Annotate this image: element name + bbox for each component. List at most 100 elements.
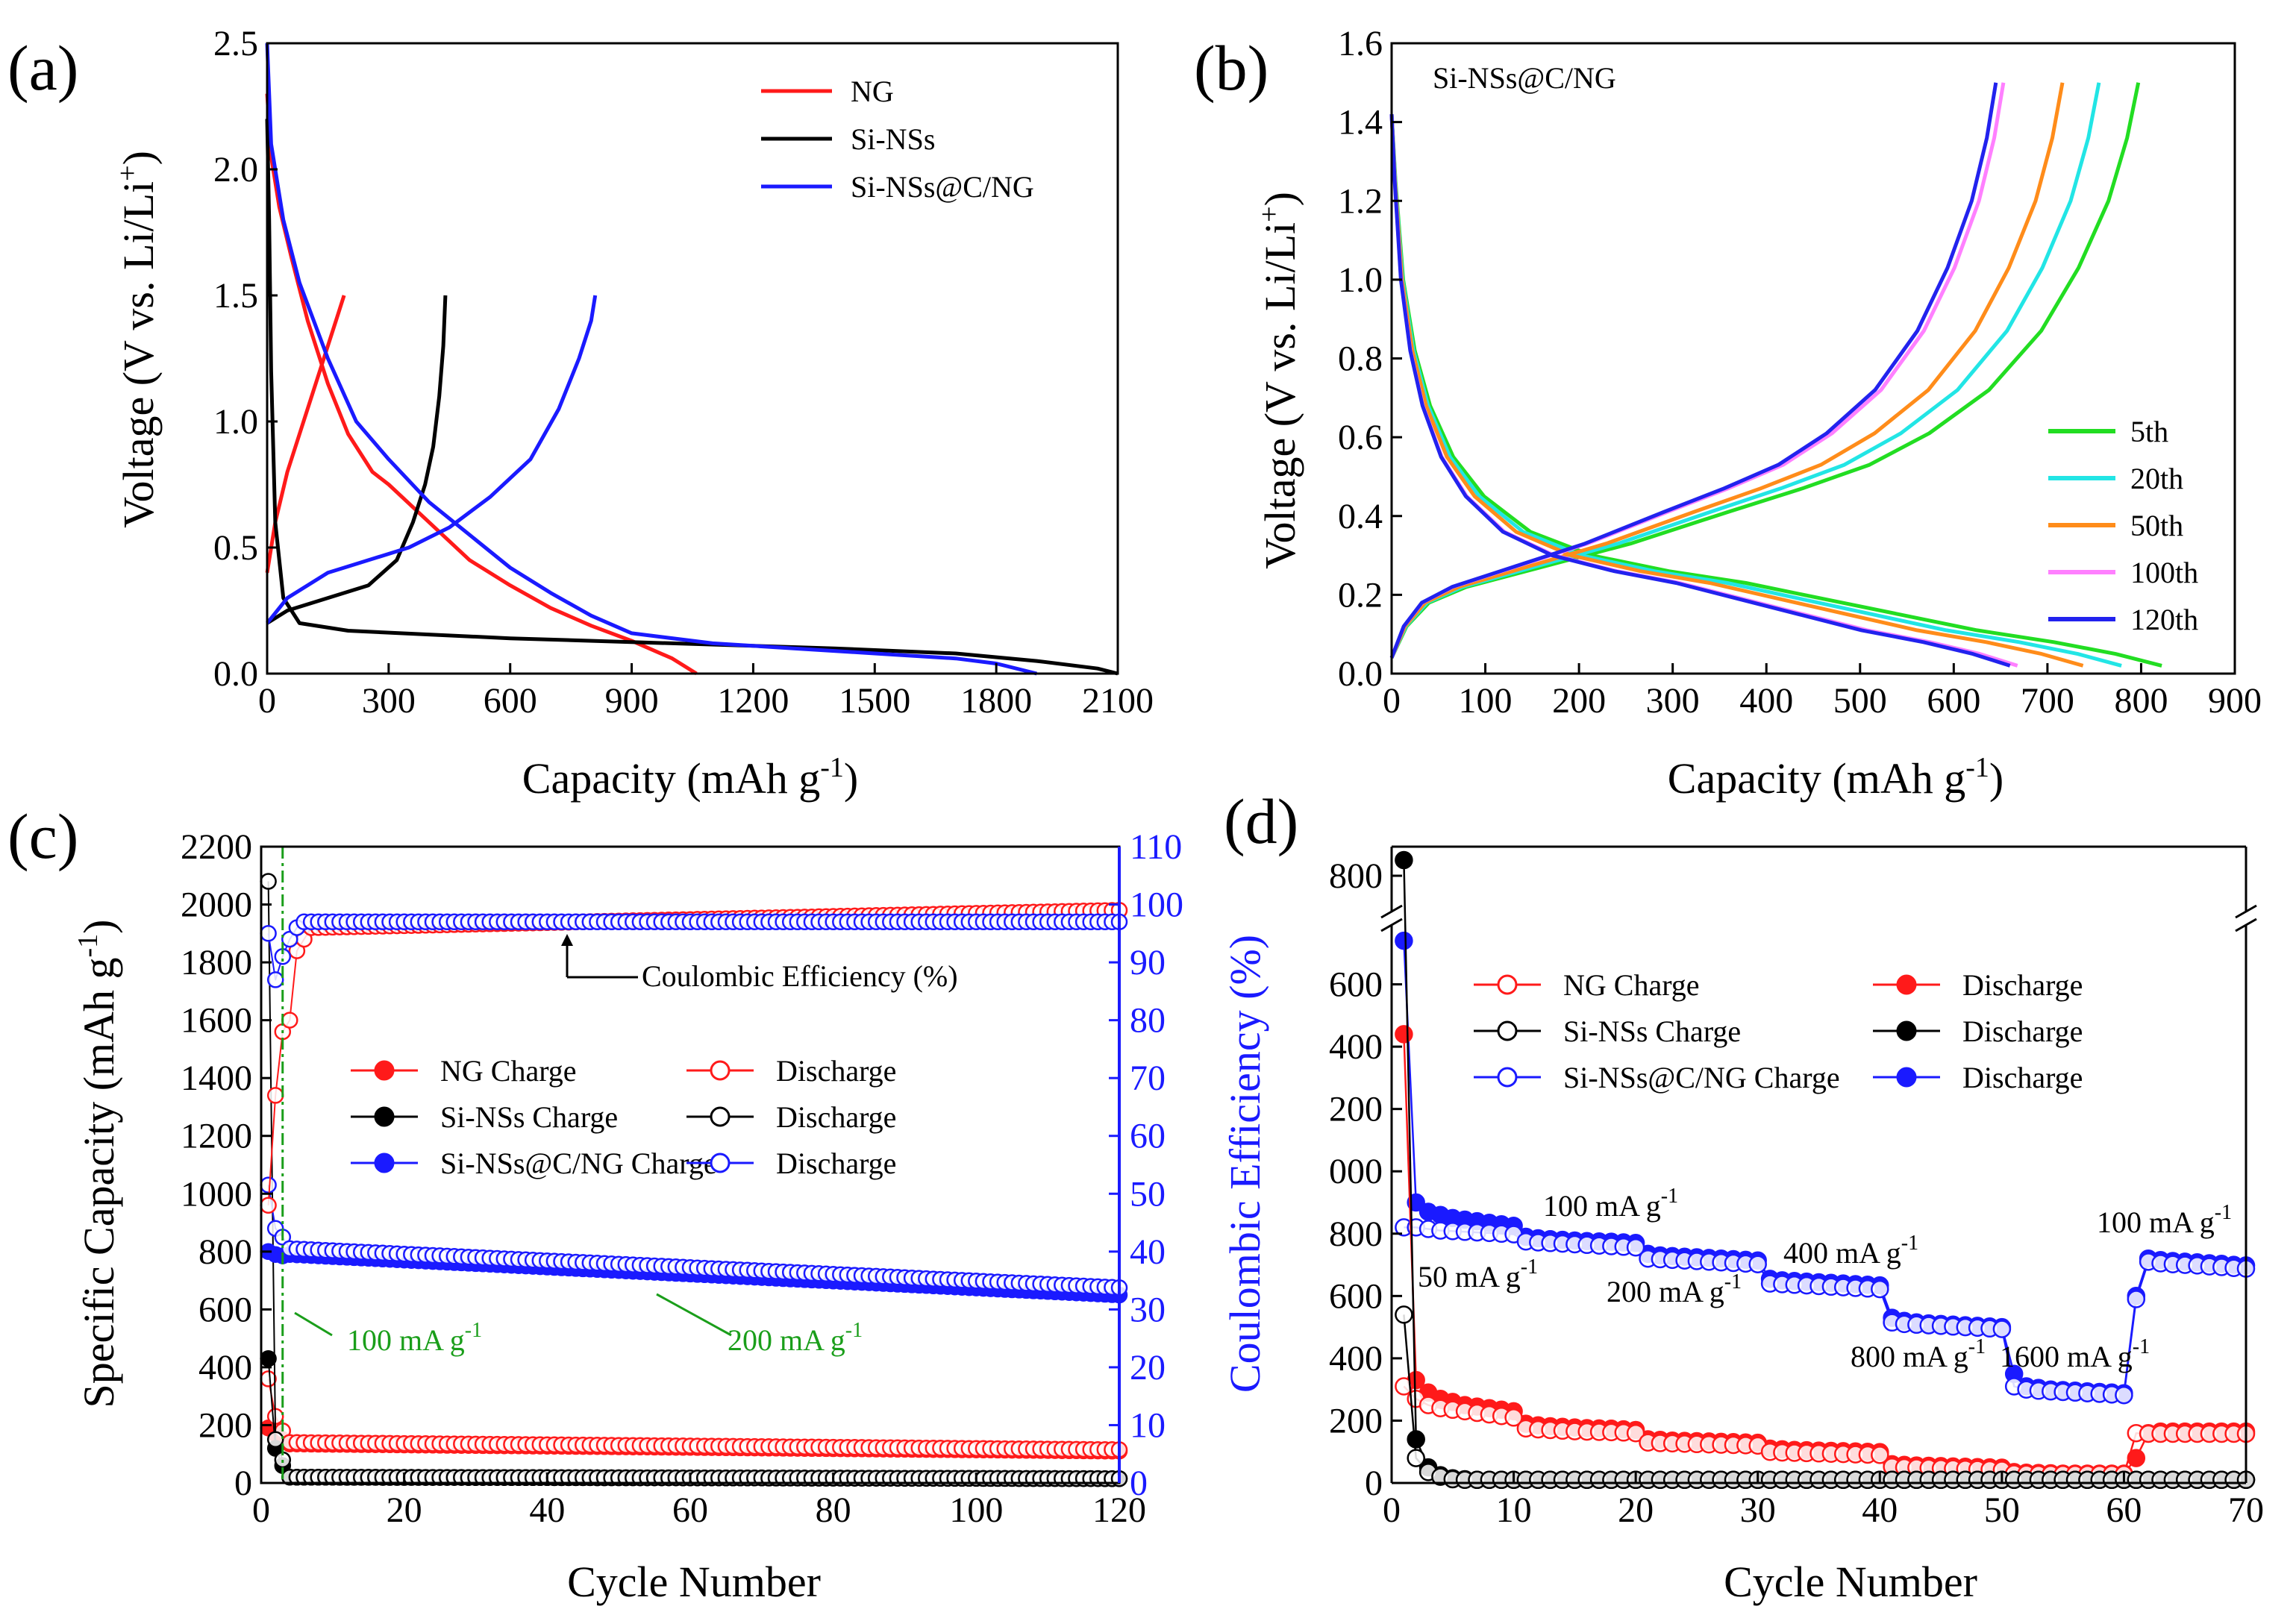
panel-d-rate-sup: -1	[1521, 1255, 1538, 1279]
panel-d-ticks: 0 10 20 30 40 50 60 70 0 200 400 600 800 000 200 400 600…	[1329, 856, 2264, 1530]
panel-d-point	[1407, 1449, 1425, 1467]
panel-c-point	[266, 1087, 284, 1104]
panel-d-rate-sup: -1	[1968, 1335, 1986, 1358]
panel-a-legend: NG Si-NSs Si-NSs@C/NG	[761, 75, 1034, 204]
panel-d-legend-label: Discharge	[1962, 1061, 2083, 1094]
panel-d-rate-label: 100 mA g-1	[1543, 1185, 1678, 1223]
panel-a-ytick-label: 2.5	[213, 24, 258, 63]
panel-a-xtick-label: 2100	[1082, 681, 1154, 721]
panel-c-rate-200: 200 mA g-1	[728, 1319, 863, 1357]
panel-a-xtick-label: 900	[605, 681, 659, 721]
panel-d-ytick-label: 400	[1329, 1339, 1383, 1379]
panel-d-xtick-label: 40	[1862, 1490, 1898, 1530]
panel-d-legend: NG Charge Discharge Si-NSs Charge Discharge…	[1474, 968, 2083, 1094]
panel-c-legend-marker	[710, 1106, 731, 1127]
panel-b-ytick-label: 0.0	[1338, 654, 1383, 694]
panel-c-ytick-label: 600	[198, 1290, 252, 1329]
panel-c-xtick-label: 40	[529, 1490, 565, 1530]
panel-b-discharge-20th	[1389, 113, 2122, 668]
panel-b-xtick-label: 300	[1646, 681, 1700, 721]
panel-b-legend-label: 120th	[2130, 603, 2198, 636]
panel-c-ticks: 0 20 40 60 80 100 1200200400600800100012001400…	[181, 827, 1183, 1530]
panel-d-ytick-label: 600	[1329, 965, 1383, 1005]
panel-b-xtick-label: 500	[1833, 681, 1887, 721]
panel-a-curve-si-nss-c-ng-charge	[266, 295, 598, 624]
panel-a-ytick-label: 2.0	[213, 150, 258, 189]
panel-c-xlabel: Cycle Number	[567, 1558, 821, 1606]
panel-c-ytick-label: 0	[234, 1464, 252, 1503]
panel-d-rate-text: 400 mA g	[1783, 1236, 1901, 1270]
panel-b-discharge-5th	[1389, 113, 2162, 668]
panel-a-label: (a)	[7, 32, 78, 104]
panel-b-ytick-label: 0.4	[1338, 497, 1383, 536]
panel-d-ytick-label: 000	[1329, 1152, 1383, 1191]
panel-a-legend-label: NG	[851, 75, 894, 108]
panel-c-ytick-label: 2000	[181, 885, 252, 925]
panel-c-y2tick-label: 20	[1130, 1348, 1166, 1387]
panel-c-y2tick-label: 50	[1130, 1174, 1166, 1214]
panel-c-point	[260, 925, 277, 942]
panel-c-ce-annotation: Coulombic Efficiency (%)	[642, 959, 958, 993]
panel-b-ytick-label: 1.4	[1338, 103, 1383, 142]
panel-d-xtick-label: 50	[1984, 1490, 2020, 1530]
panel-d-rate-text: 100 mA g	[1543, 1189, 1661, 1223]
panel-c-legend-label: NG Charge	[440, 1054, 577, 1088]
panel-c-ytick-label: 1800	[181, 943, 252, 982]
panel-b-curves	[1389, 82, 2162, 668]
panel-d-legend-marker	[1896, 1020, 1917, 1041]
panel-c-legend-label: Discharge	[776, 1100, 896, 1134]
panel-a-xtick-label: 600	[484, 681, 537, 721]
panel-a-curve-ng-charge	[265, 295, 346, 574]
panel-d-point	[1407, 1430, 1425, 1449]
panel-c-ytick-label: 2200	[181, 827, 252, 867]
panel-b-legend-label: 20th	[2130, 462, 2183, 495]
panel-d-ytick-label: 0	[1365, 1464, 1383, 1503]
panel-c-legend-marker	[374, 1153, 395, 1173]
panel-b-inset-title: Si-NSs@C/NG	[1433, 61, 1616, 95]
panel-d-legend-marker	[1497, 1067, 1518, 1088]
panel-b-frame	[1390, 42, 2236, 675]
panel-b-xtick-label: 0	[1383, 681, 1401, 721]
panel-b-ytick-label: 0.2	[1338, 575, 1383, 615]
panel-a-xtick-label: 1800	[960, 681, 1032, 721]
panel-a-xtick-label: 0	[258, 681, 276, 721]
panel-c-y2tick-label: 30	[1130, 1290, 1166, 1329]
panel-d-rate-sup: -1	[2133, 1335, 2150, 1358]
panel-a-curve-si-nss-c-ng	[265, 43, 1038, 676]
panel-b-xtick-label: 400	[1739, 681, 1793, 721]
panel-c-ylabel: Specific Capacity (mAh g-1)	[72, 920, 123, 1408]
panel-d-legend-label: Si-NSs Charge	[1563, 1015, 1741, 1048]
panel-a-curve-si-nss	[265, 119, 1119, 676]
panel-d-rate-sup: -1	[2215, 1201, 2232, 1224]
panel-a-xtick-label: 300	[362, 681, 416, 721]
panel-c-legend-label: Si-NSs Charge	[440, 1100, 618, 1134]
panel-d-xtick-label: 30	[1740, 1490, 1776, 1530]
panel-c-markers	[260, 847, 1128, 1487]
panel-a-ylabel: Voltage (V vs. Li/Li+)	[112, 151, 163, 528]
panel-d-ytick-label: 600	[1329, 1276, 1383, 1316]
panel-b-charge-100th	[1389, 82, 2006, 659]
panel-c-ce-arrow-head	[561, 934, 573, 946]
panel-c-legend-label: Si-NSs@C/NG Charge	[440, 1147, 717, 1180]
panel-b-xtick-label: 800	[2114, 681, 2168, 721]
panel-a-curve-ng	[265, 93, 698, 676]
panel-c-label: (c)	[7, 800, 78, 872]
panel-a-legend-label: Si-NSs@C/NG	[851, 170, 1034, 204]
panel-c-ytick-label: 1200	[181, 1117, 252, 1156]
panel-d-point	[1395, 1025, 1413, 1044]
panel-d-legend-label: Discharge	[1962, 1015, 2083, 1048]
panel-b-charge-50th	[1389, 82, 2065, 659]
panel-d-ytick-label: 200	[1329, 1401, 1383, 1440]
panel-d-rate-label: 200 mA g-1	[1607, 1270, 1742, 1308]
panel-c-y2tick-label: 110	[1130, 827, 1182, 867]
panel-b-ytick-label: 0.8	[1338, 339, 1383, 379]
panel-c-y2tick-label: 40	[1130, 1232, 1166, 1272]
panel-b-label: (b)	[1194, 32, 1269, 104]
panel-c-point	[260, 1176, 277, 1194]
panel-d-rate-label: 1600 mA g-1	[2000, 1335, 2150, 1373]
panel-c-legend-marker	[710, 1153, 731, 1173]
panel-d-legend-marker	[1497, 974, 1518, 995]
panel-b-charge-120th	[1389, 82, 1998, 659]
panel-d-rate-label: 50 mA g-1	[1418, 1255, 1538, 1293]
